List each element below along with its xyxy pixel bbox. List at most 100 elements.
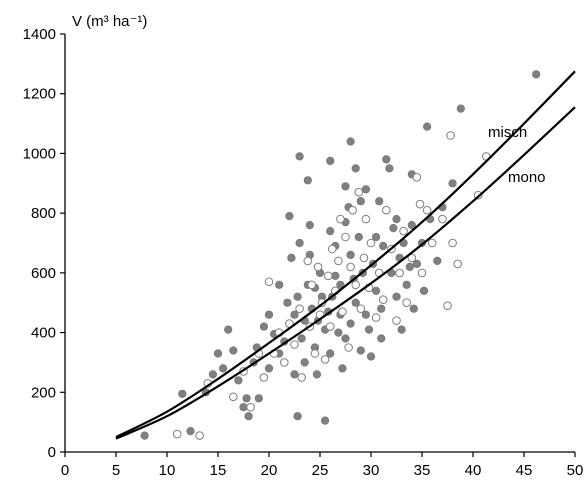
filled-data-point xyxy=(293,292,302,301)
open-data-point xyxy=(336,214,345,224)
filled-data-point xyxy=(361,310,371,319)
filled-data-point xyxy=(312,370,322,379)
open-data-point xyxy=(338,307,347,317)
filled-data-point xyxy=(356,346,365,355)
open-data-point xyxy=(259,373,269,382)
filled-data-point xyxy=(346,137,355,146)
open-data-point xyxy=(320,355,330,364)
open-data-point xyxy=(366,238,376,248)
open-data-point xyxy=(229,392,238,402)
filled-data-point xyxy=(456,104,465,113)
y-tick-label: 0 xyxy=(48,444,56,461)
filled-data-point xyxy=(341,182,350,191)
filled-data-point xyxy=(366,352,376,361)
open-data-point xyxy=(295,304,304,314)
open-data-point xyxy=(297,373,306,382)
filled-data-point xyxy=(423,122,432,131)
filled-data-point xyxy=(297,334,306,343)
x-tick-label: 30 xyxy=(363,462,380,479)
filled-data-point xyxy=(331,271,340,280)
filled-data-point xyxy=(351,298,360,307)
filled-data-point xyxy=(290,370,299,379)
open-data-point xyxy=(407,253,417,263)
filled-data-point xyxy=(532,70,541,79)
y-tick-label: 400 xyxy=(31,325,56,342)
open-data-point xyxy=(453,259,463,269)
filled-data-point xyxy=(385,164,394,173)
filled-data-point xyxy=(372,286,381,295)
y-tick-label: 1000 xyxy=(23,145,56,162)
filled-data-point xyxy=(351,164,360,173)
filled-data-point xyxy=(234,376,243,385)
open-data-point xyxy=(310,349,320,358)
filled-data-point xyxy=(178,389,187,398)
open-data-point xyxy=(280,358,289,367)
open-data-point xyxy=(402,298,412,308)
open-data-point xyxy=(415,199,425,209)
x-tick-label: 5 xyxy=(112,462,120,479)
open-data-point xyxy=(392,316,401,325)
filled-data-point xyxy=(287,253,296,262)
filled-data-point xyxy=(321,416,330,425)
filled-data-point xyxy=(290,310,299,319)
curve-label-misch: misch xyxy=(488,124,527,141)
filled-data-point xyxy=(326,156,335,165)
open-data-point xyxy=(348,205,357,215)
filled-data-point xyxy=(219,364,228,373)
open-data-point xyxy=(195,431,204,440)
filled-data-point xyxy=(300,358,309,367)
filled-data-point xyxy=(224,325,233,334)
open-data-point xyxy=(378,295,388,305)
filled-data-point xyxy=(293,412,302,421)
x-tick-label: 15 xyxy=(210,462,227,479)
filled-data-point xyxy=(346,319,355,328)
open-data-point xyxy=(351,280,361,290)
filled-data-point xyxy=(208,370,217,379)
filled-data-point xyxy=(326,227,335,236)
open-data-point xyxy=(307,280,317,290)
open-data-point xyxy=(313,262,323,272)
open-data-point xyxy=(417,268,427,278)
filled-data-point xyxy=(356,197,365,206)
filled-data-point xyxy=(392,215,401,224)
filled-data-point xyxy=(409,304,418,313)
filled-data-point xyxy=(405,262,414,272)
filled-data-point xyxy=(379,241,388,251)
filled-data-point xyxy=(254,394,263,403)
open-data-point xyxy=(395,268,404,278)
open-data-point xyxy=(290,340,299,349)
filled-data-point xyxy=(375,197,384,206)
filled-data-point xyxy=(407,221,416,230)
x-tick-label: 35 xyxy=(414,462,431,479)
open-data-point xyxy=(354,187,364,197)
open-data-point xyxy=(446,131,455,140)
filled-data-point xyxy=(402,280,411,289)
filled-data-point xyxy=(354,232,363,242)
open-data-point xyxy=(359,253,369,263)
filled-data-point xyxy=(448,179,457,188)
filled-data-point xyxy=(264,364,274,373)
x-tick-label: 25 xyxy=(312,462,329,479)
curve-mono xyxy=(115,106,576,440)
filled-data-point xyxy=(244,412,253,421)
open-data-point xyxy=(399,226,408,236)
x-tick-label: 45 xyxy=(516,462,533,479)
open-data-point xyxy=(361,214,371,224)
open-data-point xyxy=(344,343,353,352)
curve-label-mono: mono xyxy=(508,169,546,186)
y-tick-label: 1400 xyxy=(23,26,56,43)
filled-data-point xyxy=(433,256,442,266)
plot-axes xyxy=(64,34,575,453)
open-data-point xyxy=(412,173,422,182)
filled-data-point xyxy=(372,232,381,242)
filled-data-point xyxy=(326,349,335,358)
open-data-point xyxy=(246,402,255,412)
curve-misch xyxy=(115,70,576,439)
open-data-point xyxy=(323,271,333,281)
filled-data-point xyxy=(392,292,401,301)
filled-data-point xyxy=(419,286,429,295)
filled-data-point xyxy=(275,280,284,289)
filled-data-point xyxy=(303,176,312,185)
filled-data-point xyxy=(242,394,251,403)
